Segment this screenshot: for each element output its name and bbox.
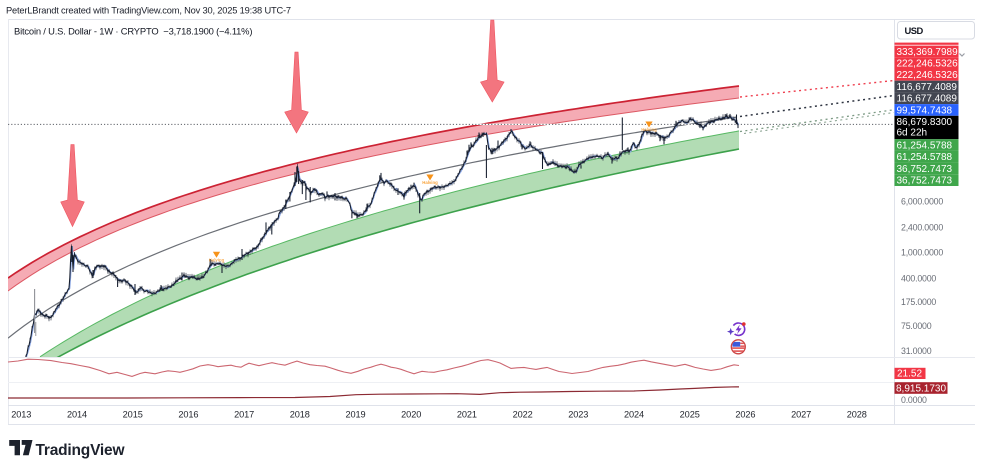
svg-text:2013: 2013	[11, 410, 31, 420]
svg-text:2026: 2026	[735, 410, 755, 420]
svg-text:Halving: Halving	[641, 127, 657, 132]
svg-text:222,246.5326: 222,246.5326	[897, 59, 959, 70]
svg-text:99,574.7438: 99,574.7438	[897, 105, 953, 116]
svg-text:0.0000: 0.0000	[901, 395, 927, 405]
svg-text:TradingView: TradingView	[36, 442, 126, 459]
svg-text:61,254.5788: 61,254.5788	[897, 141, 953, 152]
svg-text:75.0000: 75.0000	[901, 321, 932, 331]
svg-text:2024: 2024	[624, 410, 644, 420]
svg-text:Halving: Halving	[209, 257, 225, 262]
svg-text:21.52: 21.52	[897, 369, 922, 380]
svg-text:2015: 2015	[123, 410, 143, 420]
svg-text:Halving: Halving	[422, 180, 438, 185]
svg-text:Bitcoin / U.S. Dollar - 1W · C: Bitcoin / U.S. Dollar - 1W · CRYPTO −3,7…	[14, 26, 252, 37]
svg-text:2025: 2025	[680, 410, 700, 420]
svg-text:116,677.4089: 116,677.4089	[897, 94, 958, 105]
svg-text:36,752.7473: 36,752.7473	[897, 164, 953, 175]
svg-text:2014: 2014	[67, 410, 87, 420]
svg-text:USD: USD	[905, 25, 924, 36]
svg-text:400.0000: 400.0000	[901, 273, 936, 283]
svg-text:31.0000: 31.0000	[901, 346, 932, 356]
svg-text:2028: 2028	[847, 410, 867, 420]
svg-text:2,400.0000: 2,400.0000	[901, 223, 943, 233]
svg-text:36,752.7473: 36,752.7473	[897, 176, 953, 187]
svg-text:333,369.7989: 333,369.7989	[897, 47, 959, 58]
svg-text:2019: 2019	[345, 410, 365, 420]
svg-text:2017: 2017	[234, 410, 254, 420]
svg-text:175.0000: 175.0000	[901, 297, 936, 307]
svg-text:222,246.5326: 222,246.5326	[897, 70, 959, 81]
svg-text:PeterLBrandt created with Trad: PeterLBrandt created with TradingView.co…	[6, 6, 291, 16]
svg-text:61,254.5788: 61,254.5788	[897, 152, 953, 163]
svg-text:6,000.0000: 6,000.0000	[901, 197, 943, 207]
svg-text:2022: 2022	[513, 410, 533, 420]
svg-text:2021: 2021	[457, 410, 477, 420]
svg-text:116,677.4089: 116,677.4089	[897, 82, 958, 93]
svg-text:2023: 2023	[568, 410, 588, 420]
svg-text:2018: 2018	[290, 410, 310, 420]
svg-text:2020: 2020	[401, 410, 421, 420]
svg-text:8,915.1730: 8,915.1730	[896, 383, 946, 394]
svg-text:2016: 2016	[178, 410, 198, 420]
svg-text:86,679.8300: 86,679.8300	[897, 117, 953, 128]
svg-text:2027: 2027	[791, 410, 811, 420]
svg-text:6d 22h: 6d 22h	[897, 127, 928, 138]
svg-text:1,000.0000: 1,000.0000	[901, 248, 943, 258]
